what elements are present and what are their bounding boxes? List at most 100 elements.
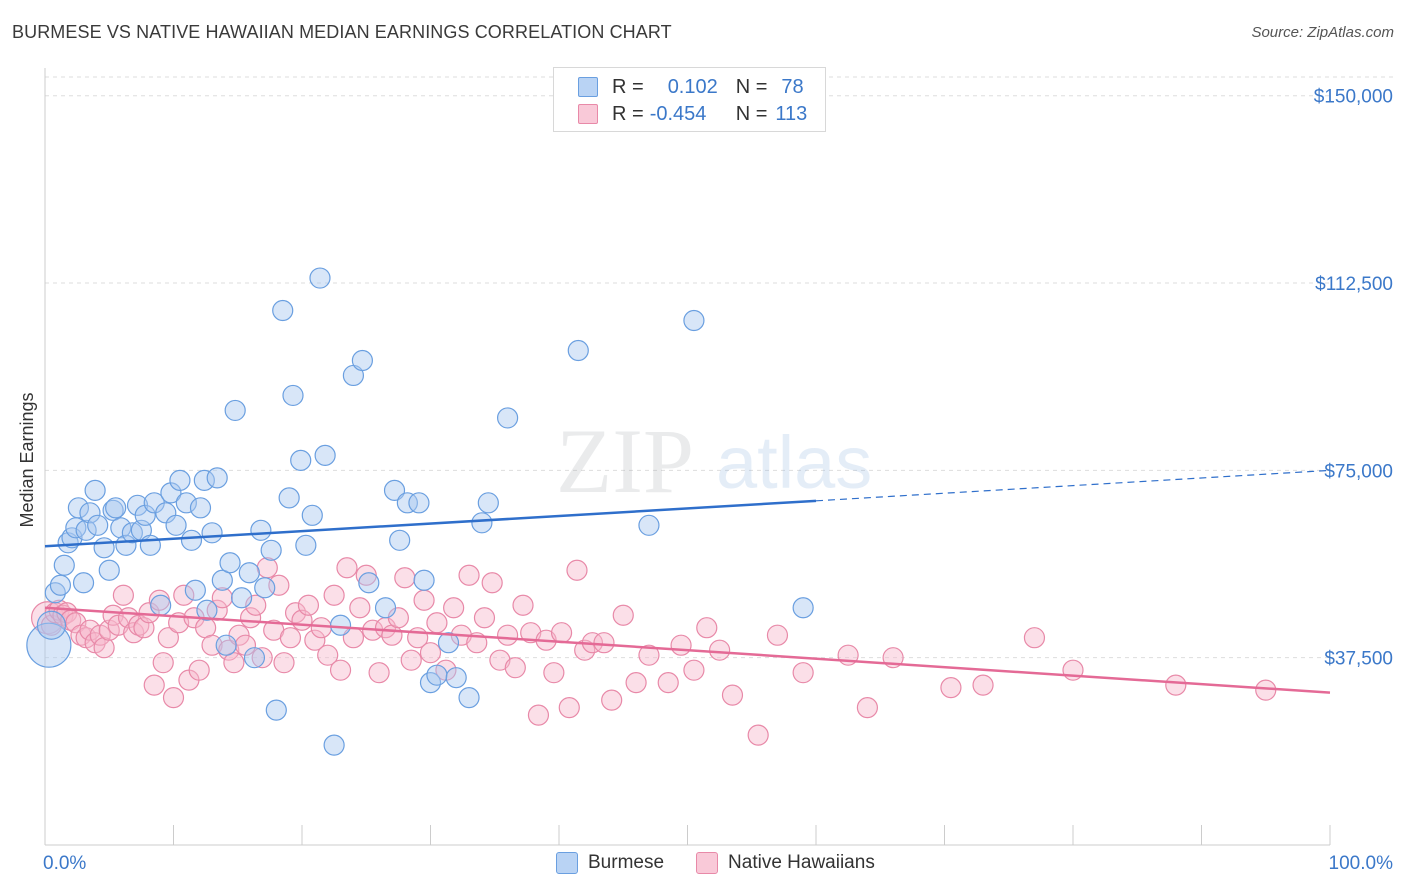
burmese-point	[98, 559, 120, 581]
burmese-point	[219, 552, 241, 574]
hawaiian-point	[143, 674, 165, 696]
hawaiian-point	[310, 617, 332, 639]
r-value: 0.102	[667, 75, 718, 98]
burmese-point	[309, 267, 331, 289]
legend-label-burmese: Burmese	[588, 852, 665, 873]
burmese-point	[314, 444, 336, 466]
hawaiian-point	[211, 587, 233, 609]
hawaiian-point	[368, 662, 390, 684]
hawaiian-point	[329, 659, 352, 681]
burmese-point	[134, 504, 156, 526]
hawaiian-point	[251, 647, 273, 669]
burmese-point	[169, 469, 191, 491]
hawaiian-point	[112, 584, 134, 606]
hawaiian-point	[512, 594, 534, 616]
burmese-point	[278, 487, 300, 509]
legend-item-burmese[interactable]: Burmese	[556, 852, 664, 874]
hawaiian-point	[304, 629, 326, 651]
burmese-point	[206, 467, 228, 489]
burmese-trend-extension	[815, 469, 1331, 502]
hawaiian-point	[1255, 679, 1277, 701]
burmese-point	[383, 479, 406, 501]
hawaiian-point	[157, 627, 179, 649]
burmese-point	[389, 529, 411, 551]
hawaiian-point	[625, 672, 647, 694]
tick-labels: $37,500 $75,000 $112,500 $150,000 0.0% 100.0%	[43, 87, 1393, 874]
legend-label-native-hawaiians: Native Hawaiians	[728, 852, 875, 873]
hawaiian-point	[709, 639, 731, 661]
burmese-point	[471, 512, 493, 534]
burmese-point	[329, 614, 352, 636]
stats-row-hawaiian: R = -0.454 N = 113	[578, 101, 807, 127]
chart-title: BURMESE VS NATIVE HAWAIIAN MEDIAN EARNIN…	[12, 22, 672, 42]
hawaiian-point	[349, 597, 371, 619]
hawaiian-point	[458, 564, 480, 586]
hawaiian-point	[520, 622, 542, 644]
legend-item-native-hawaiians[interactable]: Native Hawaiians	[696, 852, 875, 874]
burmese-trend-line	[44, 499, 817, 548]
burmese-point	[84, 479, 106, 501]
y-tick-label: $37,500	[1324, 649, 1393, 670]
hawaiian-point	[188, 659, 210, 681]
burmese-point	[72, 572, 95, 594]
hawaiian-point	[279, 627, 302, 649]
burmese-point	[102, 499, 124, 521]
hawaiian-point	[612, 604, 634, 626]
hawaiian-point	[558, 697, 580, 719]
burmese-point	[301, 504, 323, 526]
burmese-point	[75, 519, 97, 541]
hawaiian-point	[162, 687, 185, 709]
hawaiian-point	[256, 557, 278, 579]
burmese-point	[231, 587, 253, 609]
hawaiian-point	[593, 632, 615, 654]
burmese-point	[265, 699, 287, 721]
n-label: N =	[735, 75, 768, 98]
burmese-point	[437, 632, 460, 654]
burmese-point	[160, 482, 182, 504]
burmese-point	[323, 734, 345, 756]
watermark-atlas: atlas	[716, 421, 872, 504]
burmese-point	[497, 407, 519, 429]
burmese-point	[426, 664, 448, 686]
hawaiian-point	[696, 617, 718, 639]
hawaiian-point	[856, 697, 879, 719]
hawaiian-point	[394, 567, 416, 589]
hawaiian-point	[940, 677, 962, 699]
burmese-point	[150, 594, 172, 616]
burmese-point	[196, 599, 218, 621]
hawaiian-point	[481, 572, 503, 594]
hawaiian-point	[543, 662, 565, 684]
hawaiian-point	[443, 597, 465, 619]
burmese-point	[358, 572, 380, 594]
hawaiian-point	[489, 649, 511, 671]
hawaiian-swatch	[696, 852, 719, 874]
burmese-point	[638, 514, 660, 536]
hawaiian-point	[152, 652, 174, 674]
burmese-point	[458, 687, 480, 709]
hawaiian-point	[223, 652, 245, 674]
n-label: N =	[735, 102, 768, 125]
series-legend: Burmese Native Hawaiians	[556, 852, 907, 874]
stats-legend: R = 0.102 N = 78 R = -0.454 N = 113	[553, 67, 826, 132]
burmese-point	[254, 577, 276, 599]
hawaiian-point	[317, 644, 339, 666]
burmese-point	[189, 497, 212, 519]
burmese-point	[567, 339, 589, 362]
n-value: 113	[775, 102, 808, 125]
hawaiian-point	[297, 594, 320, 616]
burmese-point	[53, 554, 75, 576]
hawaiian-point	[792, 662, 814, 684]
hawaiian-point	[336, 557, 358, 579]
burmese-swatch	[556, 852, 578, 874]
hawaiian-point	[79, 619, 101, 641]
burmese-point	[36, 610, 67, 640]
burmese-point	[351, 349, 373, 372]
hawaiian-point	[601, 689, 623, 711]
burmese-point	[139, 534, 161, 556]
burmese-point	[93, 537, 115, 559]
hawaiian-point	[527, 704, 550, 726]
burmese-point	[180, 529, 203, 551]
hawaiian-point	[473, 607, 496, 629]
burmese-point	[79, 502, 101, 524]
hawaiian-point	[93, 637, 115, 659]
